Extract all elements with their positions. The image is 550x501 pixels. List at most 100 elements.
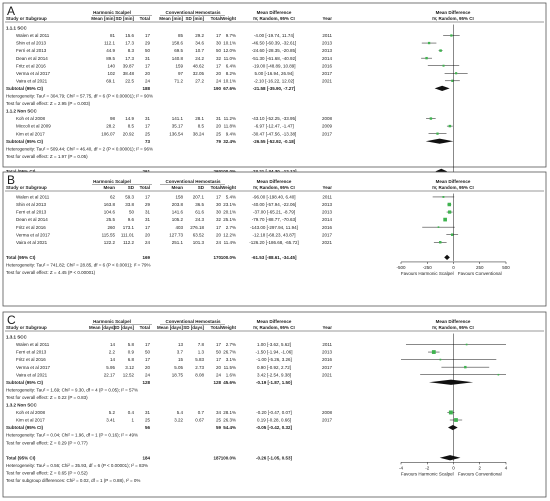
effect-square — [454, 418, 458, 422]
column-header: SD [min] — [116, 16, 135, 21]
study-cell: 2011 — [322, 342, 332, 347]
x-tick-label: -2 — [425, 465, 429, 470]
study-cell: 5.8 — [128, 342, 135, 347]
total-cell: 187 — [213, 455, 221, 460]
study-cell: 20 — [145, 365, 151, 370]
stats-note: Heterogeneity: Tau² = 304.79; Chi² = 57.… — [6, 94, 153, 99]
effect-square — [431, 350, 436, 354]
study-cell: 25 — [145, 418, 151, 423]
study-cell: -37.00 [-65.21, -8.79] — [253, 210, 295, 215]
study-cell: 20 — [216, 124, 222, 129]
study-cell: Koh et al 2008 — [16, 116, 46, 121]
study-cell: 276.18 — [190, 225, 204, 230]
study-cell: 18.75 — [172, 372, 184, 377]
study-cell: 141.6 — [172, 210, 184, 215]
study-cell: 59.3 — [125, 195, 134, 200]
study-cell: 24 — [145, 78, 151, 83]
study-cell: 15 — [178, 357, 184, 362]
study-cell: 20.92 — [123, 131, 135, 136]
column-header: IV, Random, 95% CI — [253, 325, 295, 330]
study-cell: 3.22 — [174, 418, 183, 423]
pooled-diamond — [434, 85, 450, 91]
study-cell: 31 — [145, 116, 151, 121]
study-cell: 8.5 — [128, 124, 135, 129]
column-header: Total — [211, 185, 221, 190]
study-cell: -40.00 [-57.94, -22.06] — [252, 202, 297, 207]
study-cell: 2014 — [322, 217, 333, 222]
study-cell: 98 — [110, 116, 116, 121]
study-cell: 2011 — [322, 195, 332, 200]
study-cell: 0.67 — [195, 418, 204, 423]
study-cell: 0.7 — [198, 410, 205, 415]
study-cell: 8.3 — [128, 48, 135, 53]
total-cell: 169 — [142, 255, 150, 260]
column-header: SD — [198, 185, 205, 190]
study-cell: Koh et al 2008 — [16, 410, 46, 415]
effect-square — [439, 358, 442, 361]
study-cell: 10.7 — [195, 48, 204, 53]
study-cell: 89.5 — [106, 56, 115, 61]
study-cell: 24 — [216, 78, 222, 83]
group-label-mean-difference-plot: Mean Difference — [436, 10, 471, 15]
column-header: Year — [322, 185, 332, 190]
study-cell: 2013 — [322, 210, 333, 215]
study-cell: -79.70 [-88.77, -70.63] — [252, 217, 297, 222]
study-cell: 105.2 — [172, 217, 184, 222]
effect-square — [425, 56, 428, 60]
study-cell: 9.4% — [226, 131, 236, 136]
study-cell: 2013 — [322, 350, 333, 355]
x-tick-label: 250 — [476, 265, 484, 270]
study-cell: 2017 — [322, 131, 333, 136]
study-cell: 0.19 [-0.28, 0.66] — [257, 418, 291, 423]
study-cell: 136.54 — [169, 131, 183, 136]
study-cell: 2008 — [322, 410, 333, 415]
study-cell: 173.1 — [123, 225, 135, 230]
study-cell: 39.87 — [123, 63, 135, 68]
column-header: SD — [128, 185, 135, 190]
study-cell: Ferri et al 2013 — [16, 210, 47, 215]
column-header: Total — [211, 16, 221, 21]
column-header: Weight — [221, 16, 236, 21]
study-cell: 3.1% — [226, 357, 236, 362]
column-header: Study or Subgroup — [6, 185, 47, 190]
stats-note: Test for subgroup differences: Chi² = 0.… — [6, 478, 140, 483]
study-cell: 24.2 — [195, 56, 204, 61]
study-cell: 8.08 — [195, 372, 204, 377]
study-cell: 10.1% — [223, 78, 236, 83]
study-cell: 71.2 — [174, 78, 183, 83]
study-cell: Verma et al 2017 — [16, 365, 51, 370]
study-cell: 2017 — [322, 418, 333, 423]
column-header: IV, Random, 95% CI — [432, 16, 474, 21]
effect-square — [436, 132, 439, 135]
total-cell: 190 — [213, 86, 221, 91]
total-cell: 170 — [213, 255, 221, 260]
study-cell: 25 — [216, 131, 222, 136]
favours-left-label: Favours Harmonic Scalpel — [401, 471, 454, 476]
study-cell: 5.4 — [177, 410, 184, 415]
study-cell: 115.55 — [102, 232, 116, 237]
study-cell: 159 — [175, 63, 183, 68]
total-cell: 73 — [145, 139, 151, 144]
study-cell: -46.50 [-60.39, -32.61] — [252, 41, 297, 46]
study-cell: 69.1 — [106, 78, 115, 83]
study-cell: 140.8 — [172, 56, 184, 61]
study-cell: -0.20 [-0.47, 0.07] — [256, 410, 292, 415]
study-cell: 5.95 — [106, 365, 115, 370]
study-cell: 17 — [216, 63, 222, 68]
study-cell: 31 — [145, 217, 151, 222]
study-cell: 1.00 [-3.62, 5.62] — [257, 342, 291, 347]
group-label-control: Conventional Hemostasis — [165, 10, 221, 15]
study-cell: Vaira et al 2021 — [16, 372, 48, 377]
total-cell: -26.55 [-52.92, -0.18] — [253, 139, 296, 144]
study-cell: Fritz et al 2016 — [16, 357, 46, 362]
study-cell: 44.9 — [106, 48, 115, 53]
column-header: Weight — [221, 185, 236, 190]
study-cell: -43.10 [-52.25, -33.95] — [252, 116, 297, 121]
study-cell: 48.62 — [193, 63, 205, 68]
study-cell: Dean et al 2014 — [16, 217, 48, 222]
study-cell: 12.2% — [223, 232, 236, 237]
study-cell: 50 — [145, 350, 151, 355]
stats-note: Heterogeneity: Tau² = 0.04; Chi² = 1.96,… — [6, 433, 138, 438]
study-cell: -143.00 [-297.94, 11.94] — [250, 225, 298, 230]
